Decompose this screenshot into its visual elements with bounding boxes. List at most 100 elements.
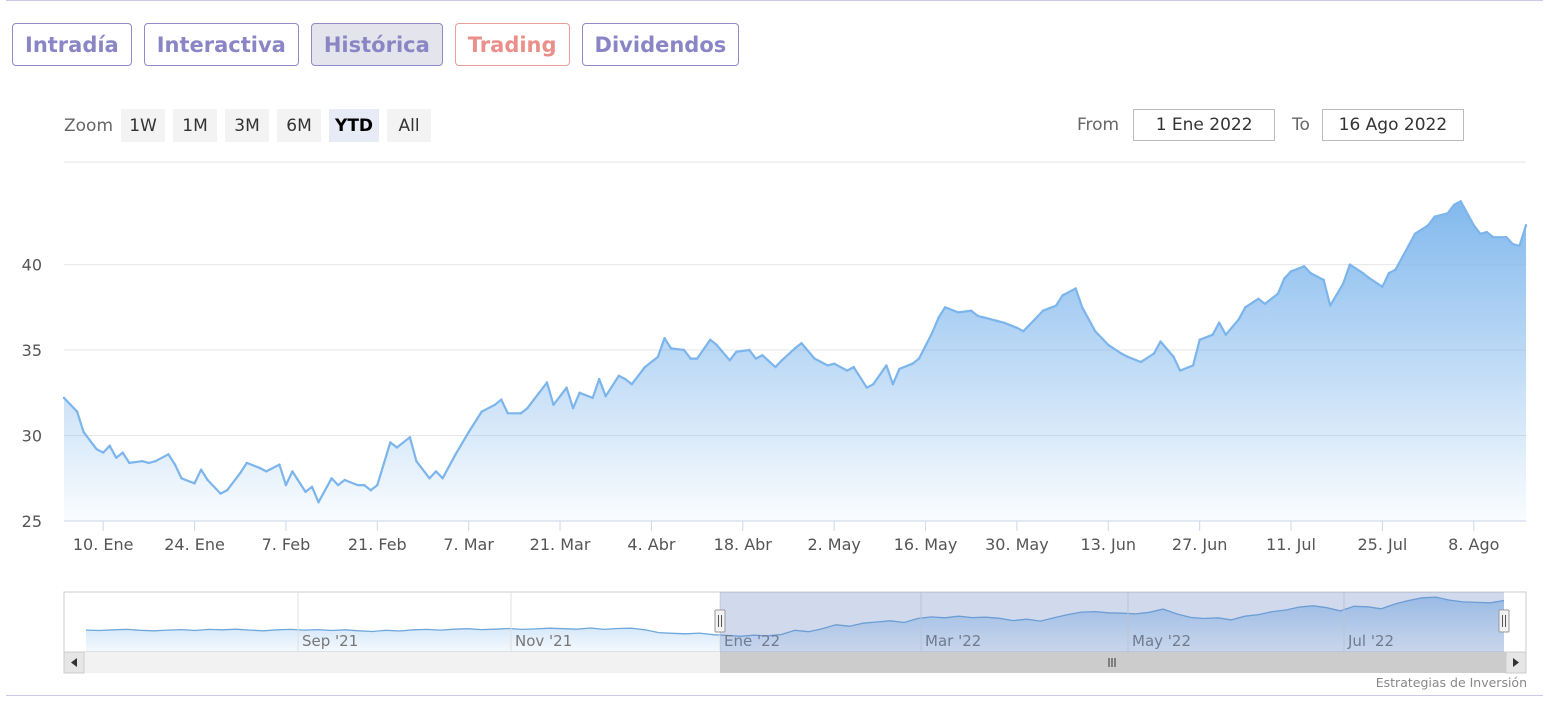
data-point <box>1518 244 1521 247</box>
data-point <box>1394 268 1397 271</box>
data-point <box>415 460 418 463</box>
data-point <box>1342 282 1345 285</box>
tab-historica[interactable]: Histórica <box>310 23 443 66</box>
data-point <box>121 451 124 454</box>
data-point <box>1159 340 1162 343</box>
data-point <box>872 383 875 386</box>
data-point <box>793 347 797 350</box>
data-point <box>1387 271 1391 275</box>
data-point <box>343 478 346 482</box>
navigator-label: Jul '22 <box>1347 632 1394 650</box>
data-point <box>1505 236 1508 239</box>
data-point <box>1381 285 1384 288</box>
data-point <box>833 362 836 365</box>
data-point <box>957 311 960 314</box>
data-point <box>1211 333 1214 336</box>
x-tick-label: 21. Feb <box>348 535 407 554</box>
data-point <box>715 343 718 347</box>
data-point <box>75 410 79 413</box>
to-date-input[interactable]: 16 Ago 2022 <box>1321 109 1464 141</box>
data-point <box>865 386 868 389</box>
data-point <box>180 477 183 480</box>
data-points <box>62 200 1528 504</box>
scrollbar-thumb <box>720 652 1506 673</box>
data-point <box>1172 355 1175 359</box>
data-point <box>630 383 633 386</box>
tab-bar: Intradía Interactiva Histórica Trading D… <box>12 23 740 66</box>
data-point <box>1453 203 1456 206</box>
tab-interactiva[interactable]: Interactiva <box>143 23 299 66</box>
data-point <box>1015 326 1019 329</box>
data-point <box>1276 292 1280 295</box>
tab-dividendos[interactable]: Dividendos <box>581 23 740 66</box>
data-point <box>317 501 320 504</box>
zoom-button-1w[interactable]: 1W <box>121 109 166 142</box>
x-tick-label: 7. Feb <box>262 535 311 554</box>
data-point <box>800 342 803 345</box>
data-point <box>1329 304 1332 307</box>
data-point <box>408 436 412 439</box>
tab-trading[interactable]: Trading <box>454 23 570 66</box>
from-date-input[interactable]: 1 Ene 2022 <box>1133 109 1276 141</box>
y-axis: 25 30 35 40 <box>22 256 42 531</box>
data-point <box>239 471 242 475</box>
data-point <box>441 477 444 480</box>
navigator-frame <box>63 591 1527 653</box>
tab-intradia[interactable]: Intradía <box>12 23 132 66</box>
price-area <box>64 201 1526 522</box>
data-point <box>571 407 575 410</box>
data-point <box>304 490 307 494</box>
data-point <box>1198 338 1201 341</box>
data-point <box>552 403 555 406</box>
x-tick-label: 30. May <box>985 535 1049 554</box>
data-point <box>780 359 784 362</box>
data-point <box>1152 352 1156 355</box>
data-point <box>1139 360 1143 364</box>
data-point <box>617 374 620 377</box>
zoom-button-all[interactable]: All <box>387 109 432 142</box>
navigator-line <box>85 596 1505 637</box>
grid-lines <box>64 161 1526 522</box>
data-point <box>689 357 692 360</box>
data-point <box>1348 263 1352 266</box>
data-point <box>226 489 229 492</box>
data-point <box>1224 333 1228 336</box>
data-point <box>147 461 150 465</box>
data-point <box>493 403 496 406</box>
data-point <box>1485 230 1489 234</box>
x-tick-label: 16. May <box>894 535 958 554</box>
data-point <box>173 463 177 466</box>
data-point <box>506 412 509 415</box>
data-point <box>898 367 901 371</box>
navigator-label: Nov '21 <box>515 632 572 650</box>
data-point <box>336 483 340 487</box>
data-point <box>284 483 288 487</box>
data-point <box>1191 364 1195 367</box>
zoom-button-3m[interactable]: 3M <box>225 109 270 142</box>
data-point <box>748 348 751 352</box>
scrollbar-track <box>64 652 1526 673</box>
zoom-button-6m[interactable]: 6M <box>277 109 322 142</box>
scroll-left-icon <box>71 658 77 667</box>
data-point <box>310 485 314 488</box>
data-point <box>115 456 118 459</box>
data-point <box>428 477 431 480</box>
data-point <box>1302 265 1306 268</box>
data-point <box>1459 200 1462 203</box>
data-point <box>728 359 731 362</box>
y-tick-label: 35 <box>22 341 42 360</box>
x-tick-label: 2. May <box>807 535 860 554</box>
zoom-button-ytd[interactable]: YTD <box>329 109 380 142</box>
data-point <box>363 483 366 487</box>
data-point <box>1041 309 1045 312</box>
data-point <box>545 381 549 384</box>
zoom-button-1m[interactable]: 1M <box>173 109 218 142</box>
data-point <box>1074 287 1077 290</box>
from-label: From <box>1077 115 1120 135</box>
navigator-area <box>86 597 1504 652</box>
data-point <box>663 336 666 340</box>
data-point <box>193 482 196 485</box>
data-point <box>519 412 523 415</box>
data-point <box>376 483 379 487</box>
